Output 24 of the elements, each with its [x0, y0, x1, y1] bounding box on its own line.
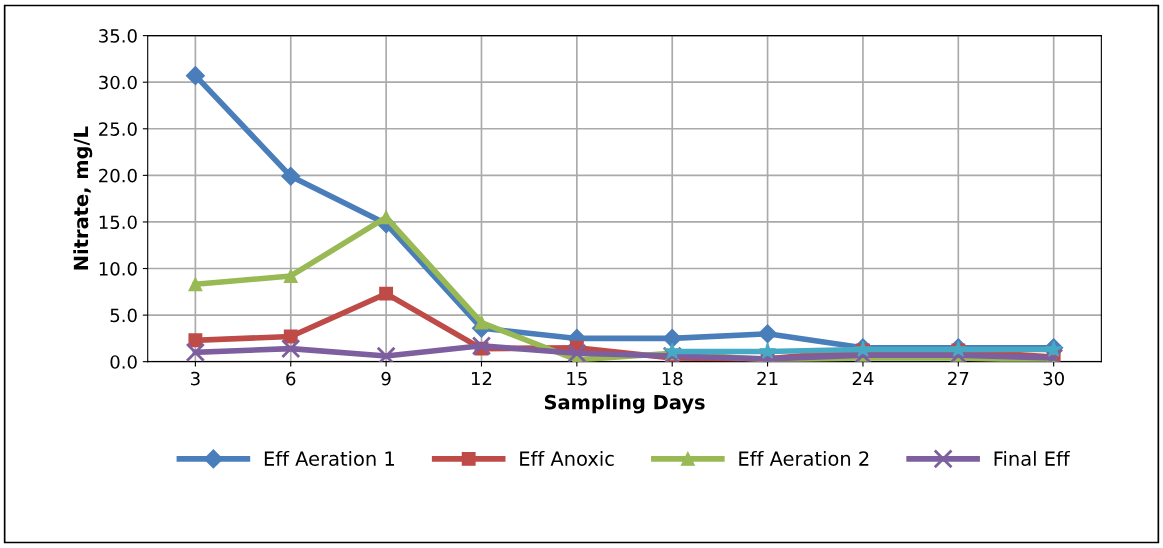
x-tick-label: 3: [191, 371, 200, 386]
legend-label: Eff Aeration 2: [739, 450, 869, 466]
legend-label: Final Eff: [994, 450, 1071, 466]
y-tick-label: 15.0: [99, 215, 137, 230]
legend-label: Eff Anoxic: [520, 450, 614, 466]
x-tick-label: 9: [381, 371, 391, 386]
x-tick-label: 15: [567, 371, 587, 386]
y-axis-title: Nitrate, mg/L: [73, 126, 93, 270]
x-tick-label: 30: [1043, 371, 1064, 386]
x-tick-label: 18: [662, 371, 683, 386]
y-tick-label: 10.0: [99, 261, 137, 276]
legend-label: Eff Aeration 1: [264, 450, 394, 466]
x-tick-label: 27: [948, 371, 969, 386]
y-tick-label: 35.0: [99, 29, 137, 43]
x-tick-label: 24: [852, 371, 874, 386]
y-tick-label: 5.0: [110, 308, 137, 323]
y-tick-label: 25.0: [99, 122, 137, 136]
x-tick-label: 12: [471, 371, 492, 386]
x-axis-title: Sampling Days: [544, 394, 705, 414]
x-tick-label: 6: [286, 371, 296, 386]
y-tick-label: 30.0: [99, 75, 137, 90]
y-tick-label: 20.0: [99, 168, 137, 183]
y-tick-label: 0.0: [110, 355, 137, 369]
x-tick-label: 21: [757, 371, 778, 386]
